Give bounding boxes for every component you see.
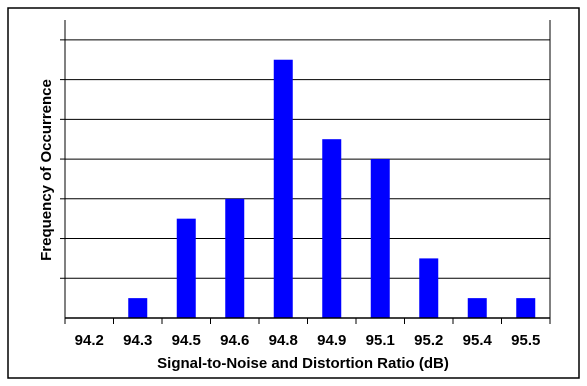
bars (128, 59, 536, 318)
y-axis-title: Frequency of Occurrence (38, 79, 55, 261)
bar (322, 139, 342, 318)
bar (225, 198, 245, 318)
x-tick-label: 94.2 (75, 332, 104, 349)
bar (370, 159, 390, 318)
x-axis-title: Signal-to-Noise and Distortion Ratio (dB… (157, 355, 449, 372)
x-tick-labels: 94.2 94.3 94.5 94.6 94.8 94.9 95.1 95.2 95.4 95.5 (75, 332, 541, 349)
bar (419, 258, 439, 318)
x-tick-label: 95.2 (414, 332, 443, 349)
bar (467, 298, 487, 318)
bar (516, 298, 536, 318)
outer-frame (7, 7, 580, 379)
x-tick-label: 95.4 (463, 332, 493, 349)
x-tick-label: 94.6 (220, 332, 249, 349)
gridlines (65, 39, 550, 279)
x-tick-label: 95.5 (511, 332, 540, 349)
bar (176, 218, 196, 318)
bar (128, 298, 148, 318)
bar (273, 59, 293, 318)
x-tick-label: 95.1 (366, 332, 395, 349)
x-tick-label: 94.8 (269, 332, 298, 349)
x-tick-label: 94.5 (172, 332, 201, 349)
x-tick-label: 94.3 (123, 332, 152, 349)
x-tick-label: 94.9 (317, 332, 346, 349)
axes (60, 20, 551, 324)
